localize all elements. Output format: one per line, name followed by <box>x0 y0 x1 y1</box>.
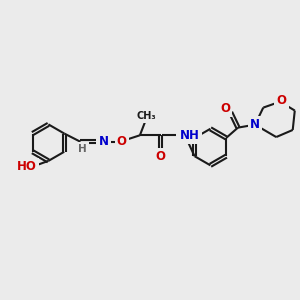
Text: O: O <box>117 135 127 148</box>
Text: O: O <box>277 94 286 107</box>
Text: N: N <box>250 118 260 131</box>
Text: NH: NH <box>180 129 200 142</box>
Text: O: O <box>220 102 230 115</box>
Text: HO: HO <box>17 160 37 173</box>
Text: N: N <box>98 135 108 148</box>
Text: O: O <box>155 150 166 163</box>
Text: CH₃: CH₃ <box>137 110 157 121</box>
Text: H: H <box>78 144 87 154</box>
